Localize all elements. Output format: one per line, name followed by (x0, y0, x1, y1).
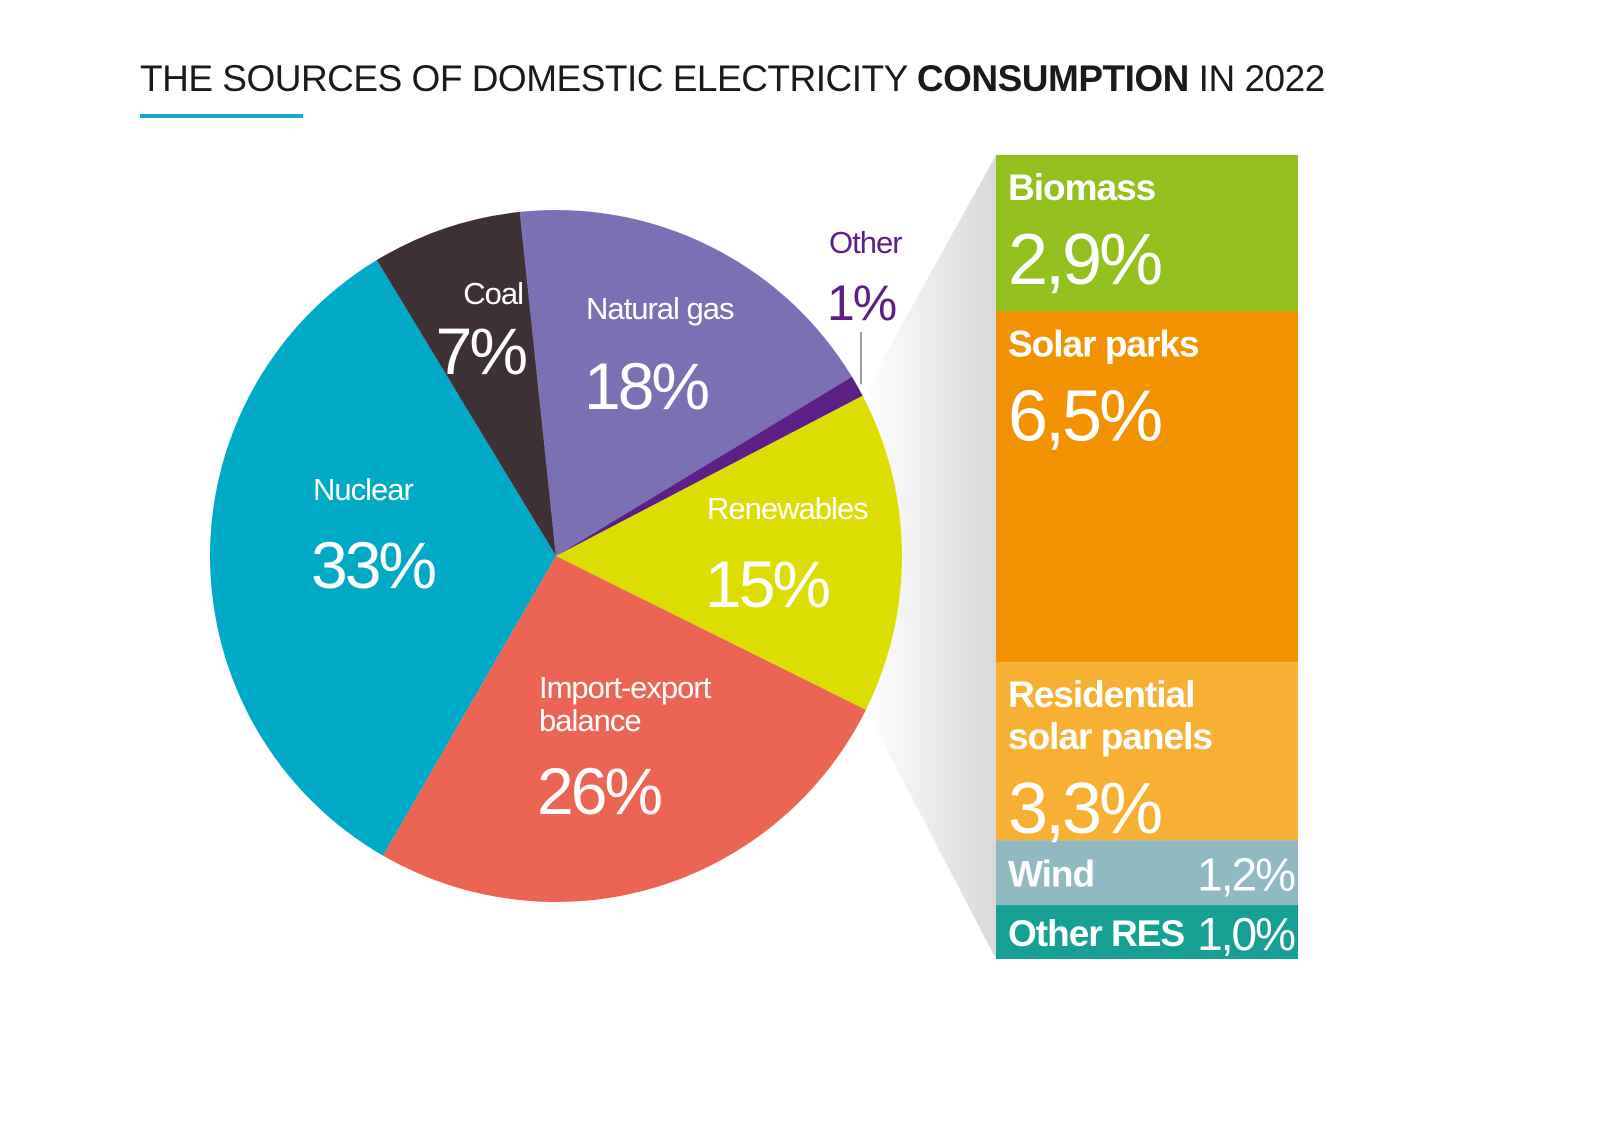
bar-segment-residential-solar (996, 662, 1298, 841)
pie-chart (210, 210, 902, 902)
bar-value-other-res: 1,0% (1197, 908, 1295, 960)
chart-title-bold: CONSUMPTION (916, 58, 1190, 99)
pie-value-renewables: 15% (705, 547, 829, 621)
bar-label-other-res: Other RES (1008, 913, 1184, 954)
bar-label-wind: Wind (1008, 854, 1094, 895)
bar-segment-biomass (996, 155, 1298, 312)
breakdown-connector (862, 155, 996, 959)
pie-value-other: 1% (827, 275, 896, 331)
chart-title-suffix: IN 2022 (1188, 58, 1326, 99)
pie-label-coal: Coal (463, 276, 523, 311)
pie-slice-other (556, 376, 863, 556)
pie-slice-nuclear (210, 260, 557, 856)
bar-value-residential-solar: 3,3% (1008, 769, 1161, 849)
title-underline (140, 114, 303, 118)
bar-segment-wind (996, 840, 1298, 906)
pie-slice-coal (376, 211, 556, 556)
pie-value-nuclear: 33% (311, 528, 435, 602)
bar-label-residential-solar-line-2: solar panels (1008, 716, 1212, 757)
bar-label-residential-solar-line-1: Residential (1008, 674, 1194, 715)
bar-value-biomass: 2,9% (1008, 220, 1161, 300)
chart-title: THE SOURCES OF DOMESTIC ELECTRICITY CONS… (140, 58, 1325, 100)
renewables-breakdown-labels: Biomass 2,9% Solar parks 6,5% Residentialsol… (1008, 167, 1297, 960)
renewables-connector-wedge (862, 155, 996, 959)
pie-slice-renewables (556, 395, 902, 710)
pie-label-renewables: Renewables (707, 491, 868, 526)
bar-segment-other-res (996, 905, 1298, 959)
renewables-breakdown-bar (996, 155, 1298, 959)
pie-label-import-export-line-1: Import-export (539, 670, 712, 705)
bar-segment-solar-parks (996, 311, 1298, 663)
pie-value-coal: 7% (436, 314, 527, 388)
pie-label-other: Other (829, 225, 902, 260)
bar-label-biomass: Biomass (1008, 167, 1156, 208)
chart-title-prefix: THE SOURCES OF DOMESTIC ELECTRICITY (140, 58, 917, 99)
pie-label-nuclear: Nuclear (313, 472, 413, 507)
pie-label-import-export-line-2: balance (539, 703, 641, 738)
pie-slice-natural-gas (519, 210, 852, 557)
bar-value-wind: 1,2% (1197, 849, 1295, 901)
bar-value-solar-parks: 6,5% (1008, 376, 1161, 456)
bar-label-solar-parks: Solar parks (1008, 323, 1199, 364)
pie-value-natural-gas: 18% (584, 349, 708, 423)
pie-value-import-export: 26% (537, 754, 661, 828)
pie-label-natural-gas: Natural gas (586, 291, 734, 326)
pie-slice-import-export (383, 556, 866, 902)
